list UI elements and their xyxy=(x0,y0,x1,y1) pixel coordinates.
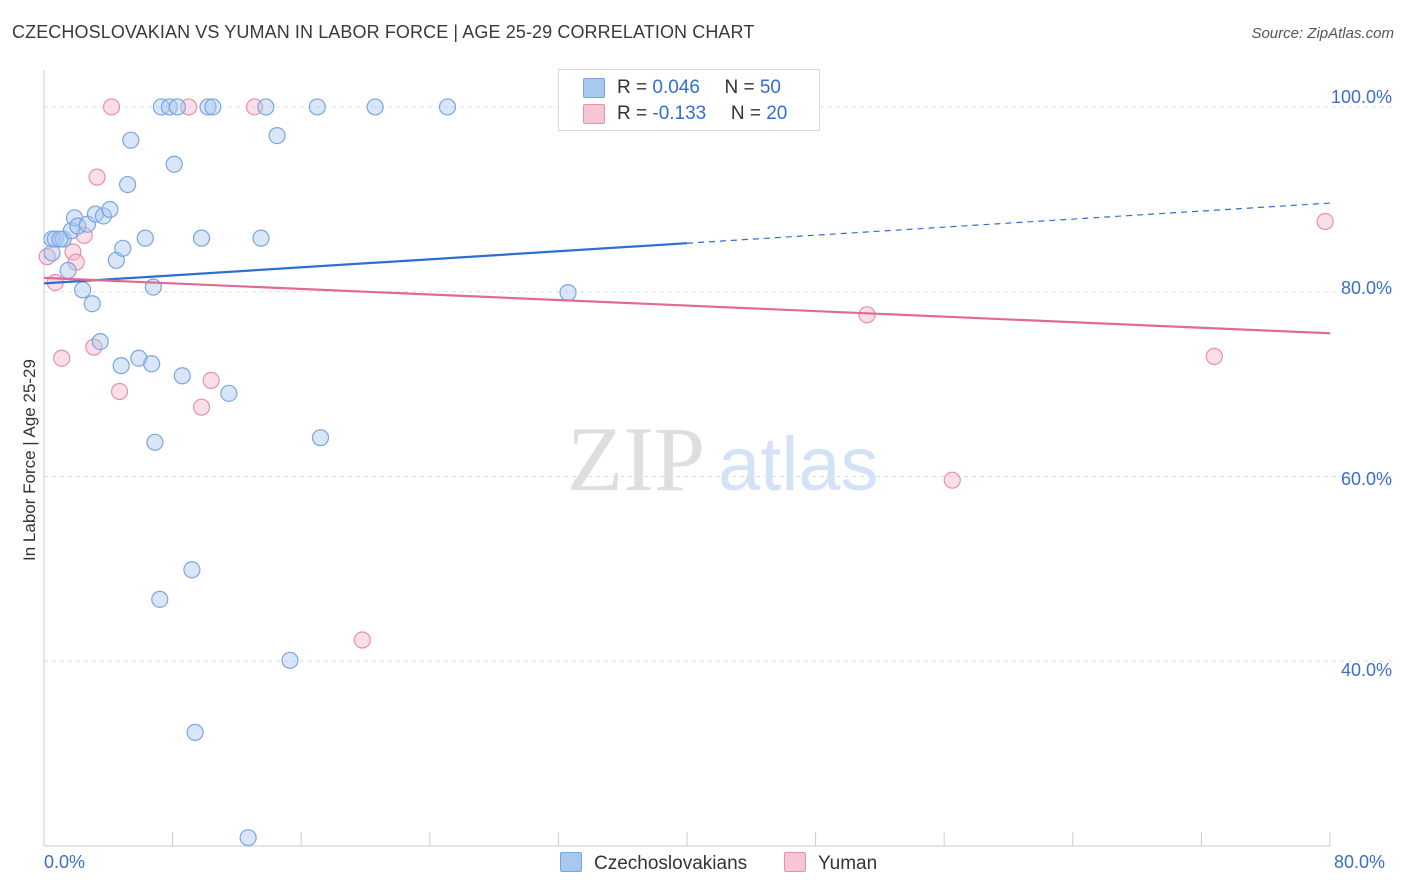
czechoslovakian-point xyxy=(146,433,164,451)
legend-r-label: R = xyxy=(617,103,653,124)
czechoslovakian-point xyxy=(51,230,69,248)
legend-swatch-pink xyxy=(583,104,605,124)
czechoslovakian-point xyxy=(114,239,132,257)
legend-n-value: 20 xyxy=(766,103,788,124)
czechoslovakian-point xyxy=(101,200,119,219)
czechoslovakian-point xyxy=(143,355,161,373)
czechoslovakian-point xyxy=(122,131,140,149)
y-tick-100: 100.0% xyxy=(1330,87,1392,107)
czechoslovakian-point xyxy=(438,98,457,116)
czechoslovakian-point xyxy=(239,829,257,847)
legend-item-yuman: Yuman xyxy=(784,852,877,875)
y-tick-40: 40.0% xyxy=(1340,660,1392,680)
x-tick-max: 80.0% xyxy=(1334,852,1386,872)
czechoslovakian-point xyxy=(165,155,183,173)
yuman-points xyxy=(38,98,1334,649)
watermark-atlas: atlas xyxy=(718,422,879,507)
legend-r-value: -0.133 xyxy=(652,103,707,124)
czechoslovakian-point xyxy=(73,281,92,299)
watermark-zip: ZIP xyxy=(567,408,705,510)
czechoslovakian-point xyxy=(91,333,109,351)
axes xyxy=(43,70,1331,847)
czechoslovakian-point xyxy=(94,207,113,225)
legend-swatch-blue xyxy=(560,852,582,872)
yuman-point xyxy=(53,349,71,367)
yuman-point xyxy=(202,371,220,389)
czechoslovakian-point xyxy=(43,244,61,262)
czechoslovakian-points xyxy=(43,98,648,847)
czechoslovakian-point xyxy=(308,98,326,116)
legend-n-value: 50 xyxy=(759,77,781,98)
chart-title: CZECHOSLOVAKIAN VS YUMAN IN LABOR FORCE … xyxy=(12,22,755,42)
czechoslovakian-point xyxy=(136,229,154,247)
trend-lines xyxy=(43,202,1331,335)
czechoslovakian-point xyxy=(151,590,169,608)
czechoslovakian-trend-line xyxy=(43,242,688,285)
yuman-point xyxy=(102,98,121,116)
yuman-point xyxy=(75,226,93,244)
correlation-legend: R = 0.046 N = 50 R = -0.133 N = 20 xyxy=(558,69,820,131)
czechoslovakian-point xyxy=(281,651,299,669)
legend-label-czechoslovakians: Czechoslovakians xyxy=(594,853,748,874)
legend-n-label: N = xyxy=(724,77,760,98)
source-credit: Source: ZipAtlas.com xyxy=(1251,25,1394,42)
czechoslovakian-point xyxy=(83,295,101,313)
czechoslovakian-point xyxy=(366,98,384,116)
yuman-point xyxy=(943,471,961,489)
czechoslovakian-point xyxy=(59,261,77,280)
yuman-point xyxy=(192,398,211,416)
legend-r-value: 0.046 xyxy=(652,77,700,98)
czechoslovakian-point xyxy=(559,284,577,302)
yuman-point xyxy=(353,631,371,649)
czechoslovakian-point xyxy=(186,723,204,741)
yuman-point xyxy=(1205,347,1223,365)
czechoslovakian-point xyxy=(220,384,238,402)
yuman-point xyxy=(858,306,876,324)
yuman-point xyxy=(88,168,106,186)
czechoslovakian-point xyxy=(130,349,148,367)
czechoslovakian-point xyxy=(173,367,191,385)
czechoslovakian-point xyxy=(311,429,330,447)
legend-label-yuman: Yuman xyxy=(818,853,878,874)
czechoslovakian-point xyxy=(192,229,211,247)
y-tick-80: 80.0% xyxy=(1340,278,1392,298)
czechoslovakian-point xyxy=(112,357,130,375)
yuman-trend-line xyxy=(43,276,1331,335)
legend-item-czechoslovakians: Czechoslovakians xyxy=(560,852,747,875)
czechoslovakian-point xyxy=(168,98,187,116)
czechoslovakian-point xyxy=(118,175,137,194)
legend-n-label: N = xyxy=(730,103,767,124)
x-tick-min: 0.0% xyxy=(44,852,86,872)
czechoslovakian-point xyxy=(204,98,222,116)
y-tick-60: 60.0% xyxy=(1340,469,1392,489)
czechoslovakian-point xyxy=(268,126,286,145)
yuman-point xyxy=(64,243,82,261)
yuman-point xyxy=(1316,212,1334,231)
legend-r-label: R = xyxy=(617,77,653,98)
czechoslovakian-point xyxy=(252,229,270,247)
czechoslovakian-point xyxy=(183,561,201,579)
legend-swatch-blue xyxy=(583,78,605,98)
gridlines xyxy=(44,106,1396,662)
yuman-point xyxy=(110,382,129,401)
czechoslovakian-point xyxy=(199,98,217,116)
czechoslovakian-trend-extension xyxy=(686,202,1331,244)
czechoslovakian-point xyxy=(257,98,275,116)
legend-swatch-pink xyxy=(784,852,806,872)
